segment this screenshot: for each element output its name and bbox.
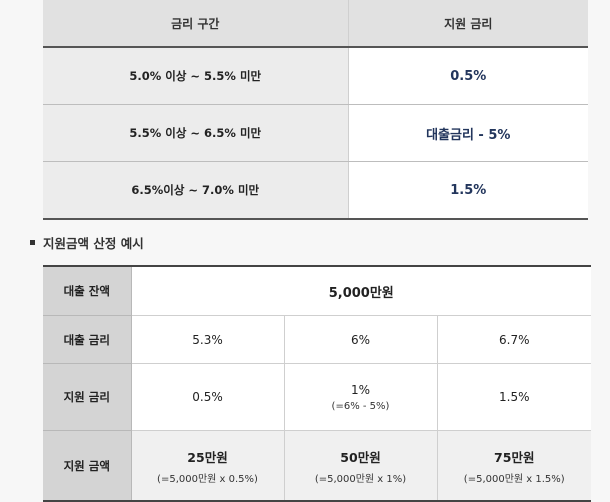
support-amount-label: 지원 금액 [43,430,132,501]
support-amount-note: (=5,000만원 x 1%) [314,473,407,485]
support-amount-note: (=5,000만원 x 1.5%) [463,473,565,485]
example-section-title: 지원금액 산정 예시 [43,236,144,251]
support-rate-example-cell: 0.5% [130,363,284,431]
rate-table-header: 금리 구간 지원 금리 [43,0,588,48]
balance-value: 5,000만원 [130,266,591,316]
support-rate-value: 1% [350,382,371,397]
loan-rate-cell: 6% [283,315,437,364]
loan-rate-cell: 6.7% [436,315,591,364]
balance-label: 대출 잔액 [43,266,132,316]
loan-rate-cell: 5.3% [130,315,284,364]
table-row: 대출 금리 5.3% 6% 6.7% [43,315,591,364]
support-rate-label: 지원 금리 [43,363,132,431]
table-row: 지원 금액 25만원 (=5,000만원 x 0.5%) 50만원 (=5,00… [43,430,591,501]
support-amount-cell: 75만원 (=5,000만원 x 1.5%) [436,430,591,501]
rate-range-cell: 6.5%이상 ~ 7.0% 미만 [43,161,349,220]
rate-table: 금리 구간 지원 금리 5.0% 이상 ~ 5.5% 미만 0.5% 5.5% … [43,0,588,220]
support-amount-note: (=5,000만원 x 0.5%) [157,473,258,485]
support-rate-cell: 대출금리 - 5% [348,104,588,162]
support-amount-cell: 50만원 (=5,000만원 x 1%) [283,430,437,501]
support-rate-cell: 0.5% [348,47,588,105]
support-rate-value: 0.5% [192,390,223,404]
support-amount-value: 50만원 [340,449,381,465]
table-row: 5.0% 이상 ~ 5.5% 미만 0.5% [43,47,588,105]
rate-range-header: 금리 구간 [43,0,349,48]
support-rate-example-cell: 1% (=6% - 5%) [283,363,437,431]
example-section-heading: 지원금액 산정 예시 [30,233,144,252]
table-row: 6.5%이상 ~ 7.0% 미만 1.5% [43,161,588,220]
table-row: 지원 금리 0.5% 1% (=6% - 5%) 1.5% [43,363,591,431]
support-rate-note: (=6% - 5%) [331,400,390,412]
support-amount-cell: 25만원 (=5,000만원 x 0.5%) [130,430,284,501]
table-row: 5.5% 이상 ~ 6.5% 미만 대출금리 - 5% [43,104,588,162]
table-row: 대출 잔액 5,000만원 [43,266,591,316]
loan-rate-label: 대출 금리 [43,315,132,364]
support-amount-value: 75만원 [494,449,535,465]
support-rate-header: 지원 금리 [348,0,588,48]
support-rate-example-cell: 1.5% [436,363,591,431]
example-table: 대출 잔액 5,000만원 대출 금리 5.3% 6% 6.7% 지원 금리 0… [43,265,591,502]
support-amount-value: 25만원 [187,449,228,465]
rate-range-cell: 5.0% 이상 ~ 5.5% 미만 [43,47,349,105]
support-rate-cell: 1.5% [348,161,588,220]
rate-range-cell: 5.5% 이상 ~ 6.5% 미만 [43,104,349,162]
bullet-icon [30,240,35,245]
support-rate-value: 1.5% [499,390,530,404]
